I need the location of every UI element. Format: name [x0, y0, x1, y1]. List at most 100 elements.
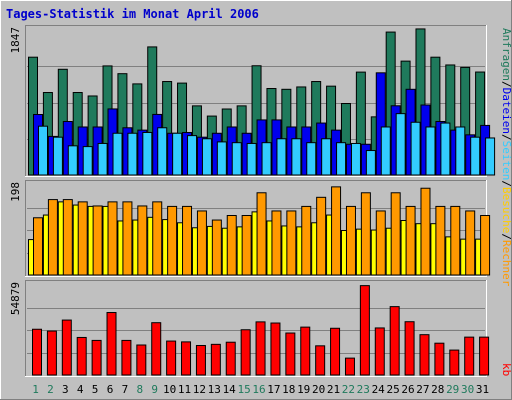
- bar-seiten-day-15: [246, 142, 257, 176]
- bar-seiten-day-12: [201, 138, 212, 176]
- legend-part-1: /: [500, 81, 512, 88]
- bar-rechner-day-4: [77, 201, 88, 276]
- legend-part-0: Anfragen: [500, 28, 512, 81]
- bar-kb-day-23: [359, 285, 370, 376]
- bar-rechner-day-7: [122, 201, 133, 276]
- day-label-22: 22: [342, 383, 355, 396]
- bar-kb-day-13: [210, 343, 221, 376]
- day-label-15: 15: [237, 383, 250, 396]
- bar-rechner-day-13: [211, 219, 222, 276]
- day-label-16: 16: [252, 383, 265, 396]
- bar-kb-day-3: [61, 319, 72, 376]
- bar-kb-day-29: [449, 349, 460, 376]
- bar-rechner-day-1: [33, 217, 43, 276]
- bar-seiten-day-27: [425, 126, 436, 176]
- bar-rechner-day-21: [331, 186, 342, 276]
- bar-kb-day-17: [270, 322, 281, 376]
- bar-rechner-day-17: [271, 210, 282, 276]
- bar-kb-day-16: [255, 321, 266, 376]
- bar-seiten-day-25: [395, 113, 406, 176]
- bar-kb-day-21: [330, 327, 341, 376]
- day-label-26: 26: [401, 383, 414, 396]
- day-label-2: 2: [47, 383, 54, 396]
- bar-seiten-day-5: [97, 142, 108, 176]
- day-label-17: 17: [267, 383, 280, 396]
- bar-rechner-day-28: [435, 205, 446, 276]
- day-label-8: 8: [136, 383, 143, 396]
- bar-rechner-day-25: [390, 192, 401, 276]
- bar-seiten-day-31: [485, 137, 496, 176]
- y-max-label-visits: 198: [9, 182, 22, 202]
- bar-rechner-day-26: [405, 205, 416, 276]
- bar-rechner-day-20: [316, 196, 327, 276]
- bar-seiten-day-29: [455, 126, 466, 176]
- bar-seiten-day-7: [127, 132, 138, 176]
- day-label-29: 29: [446, 383, 459, 396]
- bar-rechner-day-15: [241, 215, 252, 276]
- bar-kb-day-1: [32, 328, 42, 376]
- bar-kb-day-30: [464, 336, 475, 376]
- day-label-28: 28: [431, 383, 444, 396]
- day-label-7: 7: [122, 383, 129, 396]
- bar-rechner-day-2: [47, 199, 58, 276]
- bar-kb-day-19: [300, 326, 311, 376]
- legend-part-2: Dateien: [500, 88, 512, 134]
- bar-kb-day-20: [315, 345, 326, 376]
- bar-seiten-day-3: [67, 145, 78, 176]
- day-label-20: 20: [312, 383, 325, 396]
- bar-rechner-day-24: [375, 210, 386, 276]
- panel-hits: [25, 25, 496, 177]
- y-axis-max-labels: 1847 198 54879: [9, 27, 22, 315]
- bar-rechner-day-16: [256, 192, 267, 276]
- legend-part-7: /: [500, 233, 512, 240]
- day-label-9: 9: [151, 383, 158, 396]
- bar-seiten-day-24: [380, 126, 391, 176]
- right-legend-kb-label: kb: [500, 363, 512, 376]
- bar-seiten-day-16: [261, 142, 272, 176]
- y-max-label-kb: 54879: [9, 282, 22, 315]
- day-label-14: 14: [223, 383, 237, 396]
- bar-rechner-day-3: [62, 199, 73, 276]
- bar-kb-day-9: [151, 322, 162, 376]
- bar-rechner-day-5: [92, 205, 103, 276]
- bar-kb-day-2: [46, 330, 57, 376]
- day-label-19: 19: [297, 383, 310, 396]
- bar-kb-day-22: [344, 357, 355, 376]
- bar-seiten-day-13: [216, 141, 227, 176]
- bar-rechner-day-8: [137, 205, 148, 276]
- bar-rechner-day-10: [167, 205, 178, 276]
- panel-kb: [25, 280, 490, 377]
- series-rechner: [33, 186, 491, 276]
- bar-kb-day-12: [195, 344, 206, 376]
- day-label-12: 12: [193, 383, 206, 396]
- series-seiten: [38, 113, 496, 176]
- bar-kb-day-6: [106, 312, 117, 376]
- panel-visits: [25, 180, 491, 277]
- bar-seiten-day-30: [470, 136, 481, 176]
- bar-seiten-day-1: [38, 125, 48, 176]
- bar-rechner-day-12: [196, 210, 207, 276]
- bar-rechner-day-23: [360, 192, 371, 276]
- bar-kb-day-31: [479, 336, 490, 376]
- bar-rechner-day-30: [465, 210, 476, 276]
- bar-seiten-day-21: [336, 142, 347, 176]
- bar-kb-day-15: [240, 329, 251, 376]
- bar-kb-day-7: [121, 339, 132, 376]
- bar-rechner-day-27: [420, 187, 431, 276]
- bar-kb-day-4: [76, 336, 87, 376]
- bar-seiten-day-23: [365, 150, 376, 176]
- bar-seiten-day-8: [142, 131, 153, 176]
- day-label-13: 13: [208, 383, 221, 396]
- bar-seiten-day-4: [82, 146, 93, 176]
- y-max-label-hits: 1847: [9, 27, 22, 54]
- bar-seiten-day-9: [157, 127, 168, 176]
- bar-rechner-day-11: [182, 205, 193, 276]
- legend-part-3: /: [500, 134, 512, 141]
- bar-kb-day-25: [389, 306, 400, 376]
- bar-kb-day-11: [181, 341, 192, 376]
- chart-panels: [25, 25, 496, 377]
- bar-kb-day-10: [166, 340, 177, 376]
- bar-seiten-day-18: [291, 138, 302, 176]
- bar-rechner-day-9: [152, 201, 163, 276]
- day-label-1: 1: [32, 383, 39, 396]
